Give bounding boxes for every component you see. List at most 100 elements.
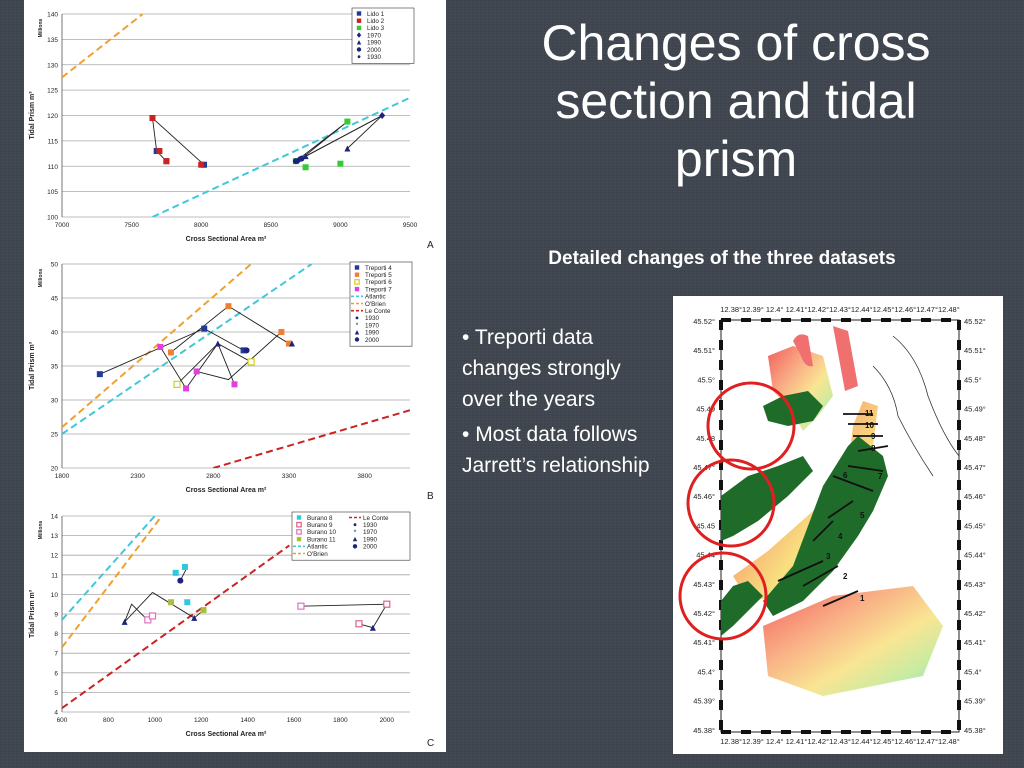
y-tick-label: 30	[51, 398, 59, 405]
x-axis-label: Cross Sectional Area m²	[186, 731, 267, 738]
bullet-list: • Treporti data changes strongly over th…	[462, 322, 667, 485]
map-border-tick	[921, 318, 931, 322]
legend-entry: Atlantic	[365, 294, 386, 301]
data-point	[193, 368, 200, 375]
y-tick-label: 20	[51, 466, 59, 473]
trajectory-line	[124, 603, 146, 623]
data-point	[173, 380, 181, 388]
map-border-tick	[957, 640, 961, 650]
bullet-text: Most data follows Jarrett’s relationship	[462, 423, 650, 477]
panel-label: C	[427, 738, 434, 749]
data-point	[167, 349, 174, 356]
map-border-tick	[721, 318, 731, 322]
map-content: 1 2 3 4 5 6 7 8 9 10 11	[721, 326, 959, 696]
legend-marker	[356, 40, 362, 45]
y-tick-label: 125	[47, 88, 58, 95]
legend-entry: 1930	[367, 54, 382, 61]
legend-marker	[296, 536, 302, 542]
legend-entry: Lido 3	[367, 25, 385, 32]
legend-entry: 1990	[367, 40, 382, 47]
trajectory-line	[124, 592, 153, 623]
legend-marker	[354, 337, 360, 342]
map-border-tick	[957, 600, 961, 610]
map-figure: 12.38°12.39° 12.4° 12.41°12.42°12.43°12.…	[678, 305, 986, 746]
map-border-tick	[957, 500, 961, 510]
legend-marker	[354, 265, 360, 270]
data-point	[344, 118, 351, 125]
map-lat-label-right: 45.44°	[964, 551, 986, 560]
y-tick-label: 5	[54, 690, 58, 697]
charts-panel: 100 105 110 115 120 125 130 135 140 7000 7500 8000 8…	[24, 0, 446, 752]
map-lat-label-right: 45.41°	[964, 638, 986, 647]
trajectory-line	[196, 331, 282, 381]
x-tick-label: 2000	[380, 717, 395, 724]
legend-entry: Treporti 7	[365, 286, 392, 293]
reference-line-leconte	[62, 544, 290, 709]
x-tick-label: 3300	[282, 473, 297, 480]
y-axis-label: Tidal Prism m³	[29, 341, 36, 390]
data-point	[344, 145, 351, 152]
map-lat-label-left: 45.39°	[693, 697, 715, 706]
map-border-tick	[719, 560, 723, 570]
x-axis-label: Cross Sectional Area m²	[186, 236, 267, 243]
data-point	[148, 612, 157, 620]
y-tick-label: 7	[54, 651, 58, 658]
legend-entry: Burano 10	[307, 529, 337, 536]
cross-section-line	[822, 590, 859, 607]
data-point	[297, 602, 305, 610]
y-tick-label: 105	[47, 189, 58, 196]
legend-marker	[354, 272, 360, 277]
map-border-tick	[881, 318, 891, 322]
y-tick-label: 4	[54, 710, 58, 717]
legend-entry: Atlantic	[307, 544, 328, 551]
chart-C: 4 5 6 7 8 9 10 11 12 13 14 600 800 1000 1200 1400 1600 18…	[29, 511, 434, 749]
plot-area	[62, 14, 410, 217]
legend-entry: O'Brien	[307, 551, 328, 558]
map-border-tick	[801, 318, 811, 322]
legend-entry: 1970	[363, 529, 378, 536]
landmass-middle	[721, 456, 813, 541]
map-border-tick	[881, 730, 891, 734]
legend-entry: Burano 8	[307, 515, 333, 522]
data-point	[288, 340, 295, 347]
legend-marker	[354, 279, 360, 285]
map-border-tick	[957, 420, 961, 430]
x-tick-label: 800	[103, 717, 114, 724]
legend-marker	[296, 515, 302, 520]
data-point	[198, 161, 205, 168]
trajectory-line	[300, 603, 388, 629]
y-tick-label: 115	[48, 138, 59, 145]
data-point	[184, 599, 191, 606]
bullet-item: • Treporti data changes strongly over th…	[462, 326, 621, 411]
map-lat-label-left: 45.43°	[693, 580, 715, 589]
x-tick-label: 1400	[240, 717, 255, 724]
legend-marker: *	[354, 529, 357, 536]
reference-line-obrien	[62, 14, 144, 79]
panel-label: A	[427, 240, 434, 251]
map-border-tick	[741, 318, 751, 322]
map-border-tick	[957, 620, 961, 630]
legend-entry: 1990	[363, 536, 378, 543]
landmass-north	[763, 391, 823, 426]
map-border-tick	[841, 318, 851, 322]
data-point	[298, 155, 305, 162]
map-lat-label-right: 45.47°	[964, 463, 986, 472]
coastline	[872, 365, 934, 477]
x-tick-label: 7000	[55, 222, 70, 229]
legend-entry: Lido 1	[367, 11, 385, 18]
data-point	[191, 614, 198, 621]
section-label: 11	[865, 409, 874, 418]
map-lat-label-right: 45.45°	[964, 521, 986, 530]
landmass-south	[721, 581, 763, 636]
legend-marker	[352, 544, 358, 549]
map-border-tick	[957, 320, 961, 330]
chart-A: 100 105 110 115 120 125 130 135 140 7000 7500 8000 8…	[29, 7, 434, 251]
data-point	[379, 112, 386, 119]
legend-entry: 2000	[367, 47, 382, 54]
map-border-tick	[719, 660, 723, 670]
data-point	[240, 347, 247, 354]
data-point	[302, 164, 309, 171]
section-label: 2	[843, 572, 848, 581]
